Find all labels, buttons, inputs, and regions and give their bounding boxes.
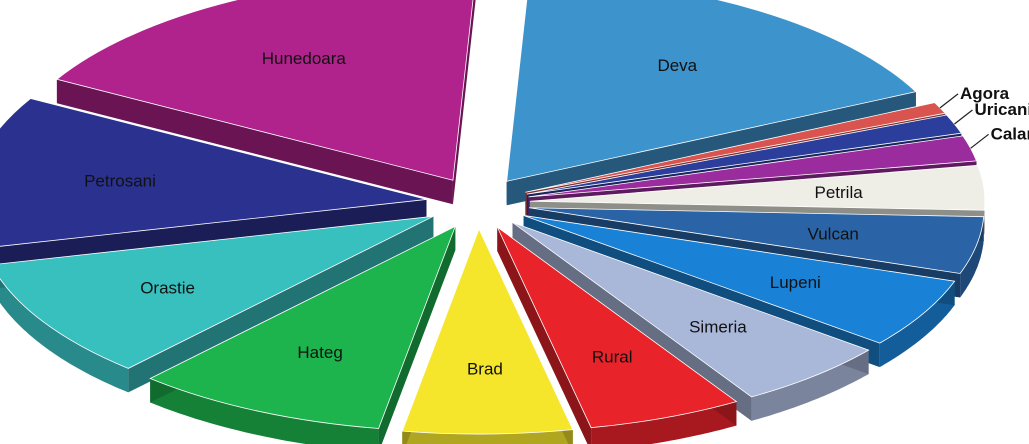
slice-label-rural: Rural <box>592 348 633 367</box>
slice-simeria <box>512 222 870 398</box>
slice-side-orastie <box>0 278 129 393</box>
slice-calan <box>528 135 978 198</box>
slice-side-hateg <box>150 378 379 444</box>
slice-side-vulcan <box>960 216 984 298</box>
slice-label-lupeni: Lupeni <box>770 273 821 292</box>
slice-label-agora: Agora <box>960 84 1010 103</box>
slice-petrila <box>529 164 986 211</box>
slice-lupeni <box>523 215 956 344</box>
slice-side-simeria <box>751 350 869 421</box>
slice-label-uricani: Uricani <box>974 100 1029 119</box>
slice-label-petrila: Petrila <box>815 183 864 202</box>
slice-hunedoara <box>56 0 474 181</box>
leader-line-uricani <box>954 109 973 125</box>
leader-line-calan <box>970 133 989 149</box>
pie-tops <box>0 0 986 435</box>
slice-orastie <box>0 215 434 369</box>
slice-label-orastie: Orastie <box>140 279 195 298</box>
slice-label-brad: Brad <box>467 359 503 378</box>
slice-face-hunedoara-1 <box>452 0 476 205</box>
slice-uricani <box>526 114 962 195</box>
slice-label-simeria: Simeria <box>689 318 747 337</box>
slice-hateg <box>149 225 457 429</box>
slice-face-hunedoara-0 <box>56 79 453 205</box>
slice-label-hateg: Hateg <box>297 343 342 362</box>
slice-label-hunedoara: Hunedoara <box>262 49 347 68</box>
slice-face-hateg-0 <box>378 226 456 444</box>
slice-rural <box>496 226 738 429</box>
slice-petrosani <box>0 98 427 247</box>
slice-label-calan: Calan <box>991 124 1029 143</box>
slice-vulcan <box>529 207 985 274</box>
slice-face-rural-1 <box>497 227 592 444</box>
slice-label-vulcan: Vulcan <box>808 224 859 243</box>
slice-label-petrosani: Petrosani <box>84 171 156 190</box>
slice-label-deva: Deva <box>657 56 697 75</box>
slice-brad <box>401 227 574 435</box>
slice-face-orastie-0 <box>128 216 434 393</box>
slice-side-brad <box>402 429 573 444</box>
slice-side-rural <box>591 401 737 444</box>
slice-deva <box>506 0 917 182</box>
leader-line-agora <box>939 93 959 109</box>
